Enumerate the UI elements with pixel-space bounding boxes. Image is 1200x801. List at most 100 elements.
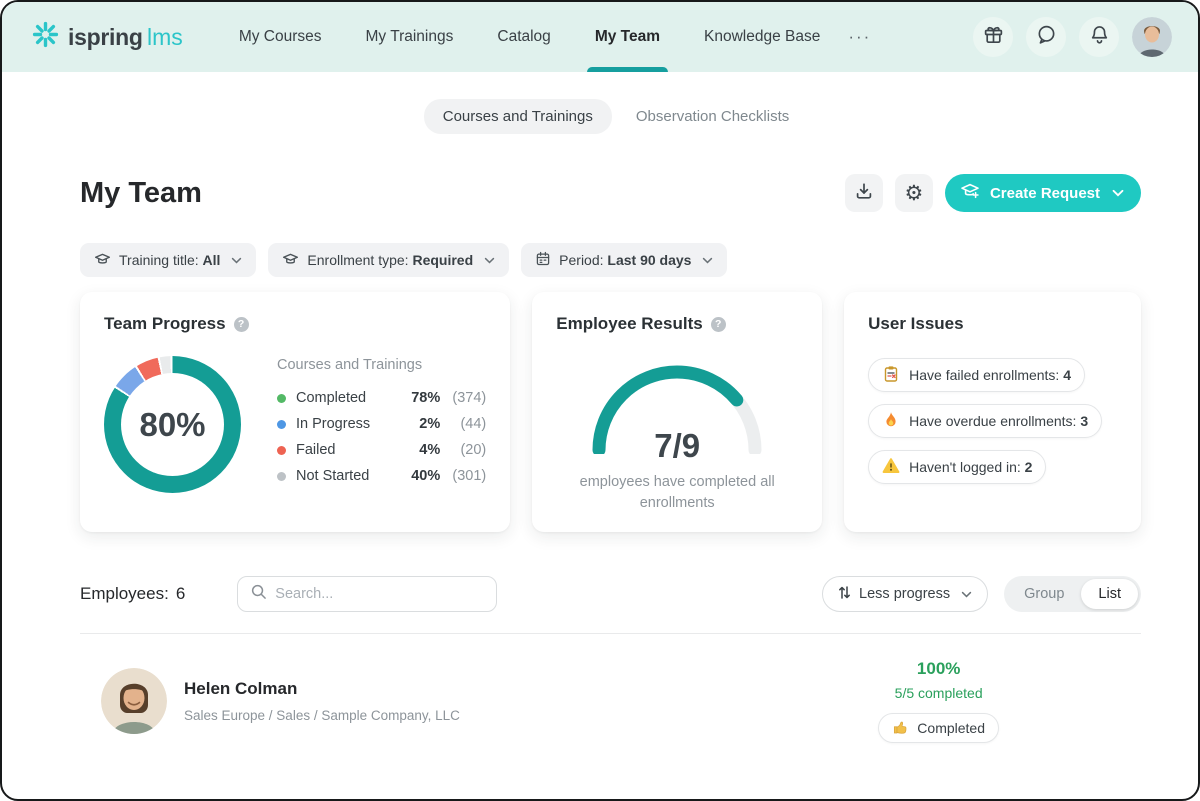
sort-arrows-icon — [838, 585, 851, 604]
nav-item-catalog[interactable]: Catalog — [497, 28, 551, 45]
nav-more-button[interactable]: ··· — [848, 27, 872, 46]
chevron-down-icon — [961, 591, 972, 598]
sort-dropdown[interactable]: Less progress — [822, 576, 989, 612]
employee-avatar-image — [101, 668, 167, 734]
bell-icon — [1089, 24, 1110, 50]
header-toolbar: ⚙ Create Request — [844, 174, 1141, 212]
user-issues-card: User Issues Have failed enr — [844, 292, 1141, 532]
employees-count: 6 — [175, 584, 186, 603]
team-progress-legend: Courses and Trainings Completed 78% (374… — [277, 357, 486, 493]
help-icon[interactable]: ? — [710, 316, 726, 332]
warning-icon — [882, 457, 900, 478]
top-navbar: ispring lms My Courses My Trainings Cata… — [2, 2, 1198, 72]
filter-training-title[interactable]: Training title: All — [80, 243, 257, 277]
legend-title: Courses and Trainings — [277, 357, 423, 373]
chevron-down-icon — [231, 257, 242, 264]
graduation-cap-plus-icon — [960, 181, 981, 205]
issue-overdue-enrollments[interactable]: Have overdue enrollments: 3 — [868, 404, 1103, 438]
employee-results-gauge: 7/9 — [589, 360, 765, 464]
employee-search[interactable] — [237, 576, 498, 612]
employee-org-path: Sales Europe / Sales / Sample Company, L… — [184, 708, 460, 723]
nav-item-my-team[interactable]: My Team — [573, 2, 682, 72]
messages-button[interactable] — [1026, 17, 1066, 57]
employee-results-title: Employee Results — [556, 314, 703, 333]
download-icon — [854, 181, 874, 206]
issue-failed-enrollments[interactable]: Have failed enrollments: 4 — [868, 358, 1086, 392]
nav-item-my-courses[interactable]: My Courses — [238, 28, 322, 45]
gauge-caption: employees have completed all enrollments — [579, 474, 775, 512]
thumbs-up-icon — [892, 718, 909, 738]
chevron-down-icon — [484, 257, 495, 264]
legend-dot — [277, 419, 286, 429]
settings-button[interactable]: ⚙ — [894, 174, 933, 212]
team-progress-card: Team Progress ? 80% Courses and Training… — [80, 292, 511, 532]
view-toggle: Group List — [1004, 576, 1141, 612]
legend-dot — [277, 445, 286, 455]
employee-row[interactable]: Helen Colman Sales Europe / Sales / Samp… — [80, 634, 1141, 743]
employees-label: Employees: — [80, 584, 169, 603]
team-progress-donut: 80% — [104, 356, 241, 493]
chat-bubble-icon — [1036, 24, 1057, 50]
legend-item-failed: Failed 4% (20) — [277, 437, 486, 463]
filter-enrollment-type[interactable]: Enrollment type: Required — [268, 243, 510, 277]
team-progress-title: Team Progress — [104, 314, 226, 333]
product-name: lms — [147, 23, 183, 50]
gauge-fill-arc — [592, 365, 762, 457]
legend-dot — [277, 393, 286, 403]
gift-icon — [983, 24, 1004, 50]
dashboard-cards: Team Progress ? 80% Courses and Training… — [80, 292, 1141, 532]
calendar-icon — [535, 250, 551, 270]
nav-item-my-trainings[interactable]: My Trainings — [365, 28, 454, 45]
gear-icon: ⚙ — [904, 180, 924, 205]
ispring-burst-icon — [32, 21, 59, 53]
page-content: Courses and Trainings Observation Checkl… — [2, 72, 1198, 743]
employee-progress-percent: 100% — [916, 659, 961, 678]
active-nav-underline — [586, 67, 668, 72]
view-toggle-list[interactable]: List — [1081, 579, 1138, 609]
notifications-button[interactable] — [1079, 17, 1119, 57]
search-icon — [250, 583, 267, 605]
graduation-cap-icon — [282, 251, 299, 270]
help-icon[interactable]: ? — [233, 316, 249, 332]
employees-toolbar: Employees: 6 Less progress — [80, 576, 1141, 612]
chevron-down-icon — [1112, 189, 1124, 197]
section-tabs: Courses and Trainings Observation Checkl… — [80, 99, 1141, 134]
search-input[interactable] — [275, 586, 485, 602]
failed-list-icon — [882, 365, 900, 386]
employee-progress: 100% 5/5 completed Completed — [878, 659, 999, 743]
filter-period[interactable]: Period: Last 90 days — [521, 243, 728, 277]
legend-dot — [277, 471, 286, 481]
user-avatar-image — [1132, 17, 1172, 57]
user-avatar[interactable] — [1132, 17, 1172, 57]
fire-icon — [882, 411, 900, 432]
nav-links: My Courses My Trainings Catalog My Team … — [217, 2, 878, 72]
legend-item-not-started: Not Started 40% (301) — [277, 463, 486, 489]
issue-not-logged-in[interactable]: Haven't logged in: 2 — [868, 450, 1047, 484]
list-divider — [80, 633, 1141, 634]
gauge-value: 7/9 — [654, 427, 701, 464]
user-issues-title: User Issues — [868, 314, 964, 333]
create-request-button[interactable]: Create Request — [944, 174, 1141, 212]
view-toggle-group[interactable]: Group — [1024, 586, 1065, 602]
donut-center-value: 80% — [139, 405, 206, 443]
ispring-logo[interactable]: ispring lms — [32, 21, 183, 53]
nav-right-actions — [973, 17, 1172, 57]
legend-item-completed: Completed 78% (374) — [277, 385, 486, 411]
page-title: My Team — [80, 176, 202, 209]
employee-progress-detail: 5/5 completed — [894, 685, 983, 701]
chevron-down-icon — [702, 257, 713, 264]
employee-results-card: Employee Results ? 7/9 employees have co… — [532, 292, 823, 532]
tab-observation-checklists[interactable]: Observation Checklists — [635, 108, 790, 125]
nav-item-knowledge-base[interactable]: Knowledge Base — [704, 28, 821, 45]
legend-item-in-progress: In Progress 2% (44) — [277, 411, 486, 437]
download-button[interactable] — [844, 174, 883, 212]
page-header: My Team ⚙ — [80, 174, 1141, 212]
gift-button[interactable] — [973, 17, 1013, 57]
employee-name[interactable]: Helen Colman — [184, 679, 298, 698]
tab-courses-and-trainings[interactable]: Courses and Trainings — [423, 99, 612, 134]
brand-name: ispring — [68, 23, 143, 50]
employee-avatar[interactable] — [101, 668, 167, 734]
filters-bar: Training title: All Enrollment type: Req… — [80, 243, 1141, 277]
graduation-cap-icon — [94, 251, 111, 270]
